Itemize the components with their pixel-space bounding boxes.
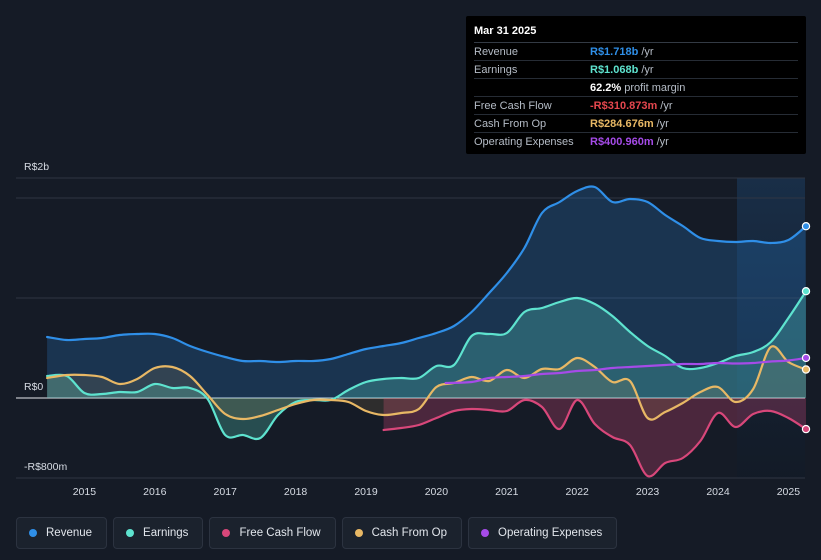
x-tick-label: 2021 [495, 486, 519, 498]
tooltip-row-value: R$284.676m [590, 118, 654, 130]
revenue-line [46, 185, 808, 364]
forecast-region [737, 178, 805, 478]
tooltip-row-unit: /yr [656, 118, 669, 130]
operating-expenses-line [444, 356, 808, 385]
tooltip-row-unit: /yr [660, 100, 673, 112]
tooltip-row: Cash From Op R$284.676m/yr [474, 115, 798, 133]
x-tick-label: 2015 [73, 486, 97, 498]
legend-item-free-cash-flow[interactable]: Free Cash Flow [209, 517, 336, 549]
legend-dot-icon [354, 529, 363, 537]
tooltip-row: Earnings R$1.068b/yr [474, 61, 798, 79]
y-axis-label: -R$800m [24, 461, 67, 473]
legend-dot-icon [481, 529, 490, 537]
earnings-end-point [801, 287, 811, 296]
free-cash-flow-end-point [801, 424, 811, 434]
legend-label: Operating Expenses [498, 527, 603, 539]
tooltip-date: Mar 31 2025 [474, 24, 798, 43]
tooltip-row-value: -R$310.873m [590, 100, 658, 112]
x-tick-label: 2016 [143, 486, 167, 498]
legend-label: Cash From Op [371, 527, 448, 539]
x-tick-label: 2019 [354, 486, 378, 498]
cash-from-op-end-point [801, 365, 811, 374]
y-axis-label: R$0 [24, 381, 43, 393]
x-tick-label: 2017 [214, 486, 238, 498]
tooltip-row-unit: /yr [641, 46, 654, 58]
tooltip-row-label: Free Cash Flow [474, 100, 552, 112]
x-tick-label: 2023 [636, 486, 660, 498]
tooltip-row-value: R$400.960m [590, 136, 654, 148]
tooltip-row: Operating Expenses R$400.960m/yr [474, 133, 798, 150]
tooltip-row-value: R$1.068b [590, 64, 639, 76]
tooltip-row: Revenue R$1.718b/yr [474, 43, 798, 61]
legend-label: Free Cash Flow [239, 527, 321, 539]
tooltip-row-label [474, 80, 590, 96]
tooltip-row-label: Revenue [474, 46, 519, 58]
legend-item-revenue[interactable]: Revenue [16, 517, 108, 549]
legend-label: Revenue [46, 527, 93, 539]
x-tick-label: 2018 [284, 486, 308, 498]
tooltip-row: 62.2% profit margin [474, 79, 798, 97]
revenue-end-point [801, 221, 811, 231]
x-tick-label: 2020 [425, 486, 449, 498]
legend-item-operating-expenses[interactable]: Operating Expenses [468, 517, 618, 549]
free-cash-flow-line [382, 398, 808, 478]
legend-dot-icon [29, 529, 37, 537]
cash-from-op-area [47, 346, 807, 420]
tooltip-row-unit: /yr [656, 136, 669, 148]
revenue-area [47, 186, 807, 398]
y-axis-label: R$2b [24, 161, 49, 173]
tooltip-row: Free Cash Flow -R$310.873m/yr [474, 97, 798, 115]
tooltip-row-label: Earnings [474, 64, 518, 76]
legend-dot-icon [126, 529, 135, 537]
legend-item-cash-from-op[interactable]: Cash From Op [341, 517, 463, 549]
operating-expenses-end-point [801, 353, 811, 363]
earnings-area [47, 291, 807, 440]
tooltip-row-value: 62.2% [590, 82, 622, 94]
earnings-line [46, 290, 808, 441]
legend-item-earnings[interactable]: Earnings [113, 517, 204, 549]
tooltip-row-unit: profit margin [624, 82, 686, 94]
x-tick-label: 2022 [566, 486, 590, 498]
legend-dot-icon [222, 529, 231, 537]
legend-label: Earnings [143, 527, 189, 539]
free-cash-flow-area [383, 398, 806, 477]
x-tick-label: 2024 [706, 486, 730, 498]
x-tick-label: 2025 [777, 486, 801, 498]
tooltip-row-unit: /yr [641, 64, 654, 76]
tooltip-row-value: R$1.718b [590, 46, 639, 58]
tooltip-row-label: Cash From Op [474, 118, 547, 130]
tooltip-panel: Mar 31 2025 Revenue R$1.718b/yr Earnings R$… [466, 16, 806, 154]
cash-from-op-line [46, 345, 808, 421]
tooltip-row-label: Operating Expenses [474, 136, 574, 148]
legend: Revenue Earnings Free Cash Flow Cash From O… [16, 517, 623, 549]
